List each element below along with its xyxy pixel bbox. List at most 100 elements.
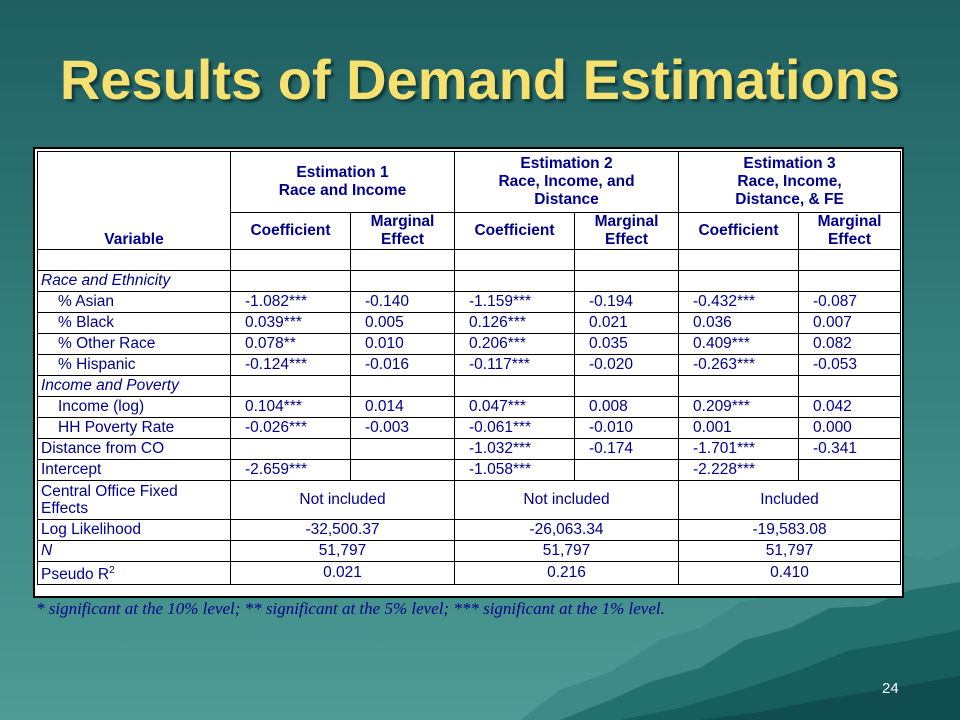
table-cell (573, 459, 680, 481)
table-cell: -0.341 (798, 438, 902, 460)
table-cell (454, 270, 575, 292)
column-header-marginal-effect: Marginal Effect (573, 212, 680, 250)
table-cell: 0.010 (350, 333, 455, 355)
table-row: HH Poverty Rate -0.026*** -0.003 -0.061*** -… (37, 417, 902, 439)
table-cell (573, 270, 680, 292)
table-cell (350, 270, 455, 292)
table-cell: 0.410 (678, 560, 902, 586)
table-cell: -0.026*** (230, 417, 351, 439)
table-cell: 0.035 (573, 333, 680, 355)
table-cell: -0.263*** (678, 354, 800, 376)
table-row: % Other Race 0.078** 0.010 0.206*** 0.035 0.4… (37, 333, 902, 355)
table-cell: 0.008 (573, 396, 680, 418)
table-row: % Hispanic -0.124*** -0.016 -0.117*** -0.020… (37, 354, 902, 376)
table-cell: -0.053 (798, 354, 902, 376)
table-cell (678, 270, 800, 292)
table-cell: 0.104*** (230, 396, 351, 418)
row-label: Race and Ethnicity (37, 270, 231, 292)
table-cell: 0.409*** (678, 333, 800, 355)
table-cell: -1.058*** (454, 459, 575, 481)
table-cell (573, 375, 680, 397)
table-row-log-likelihood: Log Likelihood -32,500.37 -26,063.34 -19… (37, 519, 902, 541)
row-label: Log Likelihood (37, 519, 231, 541)
column-header-estimation-3: Estimation 3 Race, Income, Distance, & F… (678, 151, 902, 213)
table-cell: 0.126*** (454, 312, 575, 334)
table-cell: -2.228*** (678, 459, 800, 481)
table-row-n: N 51,797 51,797 51,797 (37, 540, 902, 562)
table-cell: 0.000 (798, 417, 902, 439)
row-label: Distance from CO (37, 438, 231, 460)
row-label: N (37, 540, 231, 562)
table-cell (798, 270, 902, 292)
table-cell: -1.159*** (454, 291, 575, 313)
table-cell (798, 375, 902, 397)
table-cell: 0.209*** (678, 396, 800, 418)
table-cell (230, 270, 351, 292)
row-label: % Black (37, 312, 231, 334)
table-cell: 51,797 (230, 540, 455, 562)
table-cell: 0.036 (678, 312, 800, 334)
table-row: Intercept -2.659*** -1.058*** -2.228*** (37, 459, 902, 481)
table-cell: -0.117*** (454, 354, 575, 376)
table-cell: -0.140 (350, 291, 455, 313)
table-row: % Black 0.039*** 0.005 0.126*** 0.021 0.036 0.… (37, 312, 902, 334)
table-cell: 0.014 (350, 396, 455, 418)
row-label: Income and Poverty (37, 375, 231, 397)
row-label: Intercept (37, 459, 231, 481)
table-cell (350, 459, 455, 481)
table-cell: -0.016 (350, 354, 455, 376)
row-label: Income (log) (37, 396, 231, 418)
column-header-coefficient: Coefficient (230, 212, 351, 250)
table-cell (230, 438, 351, 460)
table-cell: -19,583.08 (678, 519, 902, 541)
column-header-coefficient: Coefficient (678, 212, 800, 250)
results-table-frame: Variable Estimation 1 Race and Income Es… (33, 147, 904, 598)
table-cell: -0.174 (573, 438, 680, 460)
table-section-row: Income and Poverty (37, 375, 902, 397)
column-header-marginal-effect: Marginal Effect (350, 212, 455, 250)
table-cell (350, 438, 455, 460)
table-row: Income (log) 0.104*** 0.014 0.047*** 0.008 0.… (37, 396, 902, 418)
table-cell: -1.701*** (678, 438, 800, 460)
table-cell: 0.042 (798, 396, 902, 418)
table-body: Race and Ethnicity% Asian -1.082*** -0.140… (37, 249, 902, 481)
table-cell: -0.003 (350, 417, 455, 439)
table-cell (798, 459, 902, 481)
table-cell: 0.047*** (454, 396, 575, 418)
row-label: % Other Race (37, 333, 231, 355)
table-row-pseudo-r2: Pseudo R2 0.021 0.216 0.410 (37, 560, 902, 586)
table-cell: -0.194 (573, 291, 680, 313)
table-cell: -0.010 (573, 417, 680, 439)
table-cell (350, 375, 455, 397)
table-cell: 0.082 (798, 333, 902, 355)
table-cell (230, 375, 351, 397)
table-cell: 0.078** (230, 333, 351, 355)
column-header-variable: Variable (37, 151, 231, 250)
row-label: Pseudo R2 (37, 560, 231, 586)
table-cell (678, 375, 800, 397)
table-cell: Not included (453, 480, 680, 520)
table-cell: Not included (230, 480, 455, 520)
table-footer-rows: Central Office Fixed Effects Not included… (37, 480, 902, 586)
table-cell: 0.021 (230, 560, 455, 586)
table-cell: 0.206*** (454, 333, 575, 355)
table-spacer-row (37, 249, 902, 271)
results-table: Variable Estimation 1 Race and Income Es… (37, 151, 902, 586)
column-header-coefficient: Coefficient (454, 212, 575, 250)
row-label: % Hispanic (37, 354, 231, 376)
slide-number: 24 (882, 680, 899, 697)
significance-footnote: * significant at the 10% level; ** signi… (36, 599, 665, 618)
row-label: % Asian (37, 291, 231, 313)
table-cell: 0.005 (350, 312, 455, 334)
slide-title: Results of Demand Estimations (59, 48, 901, 111)
table-cell: 0.039*** (230, 312, 351, 334)
table-cell: -1.082*** (230, 291, 351, 313)
table-cell (454, 375, 575, 397)
table-cell: 0.001 (678, 417, 800, 439)
table-cell: -0.124*** (230, 354, 351, 376)
column-header-estimation-1: Estimation 1 Race and Income (230, 151, 455, 213)
table-cell: -26,063.34 (453, 519, 680, 541)
row-label: HH Poverty Rate (37, 417, 231, 439)
table-cell: 0.007 (798, 312, 902, 334)
table-cell: 0.021 (573, 312, 680, 334)
